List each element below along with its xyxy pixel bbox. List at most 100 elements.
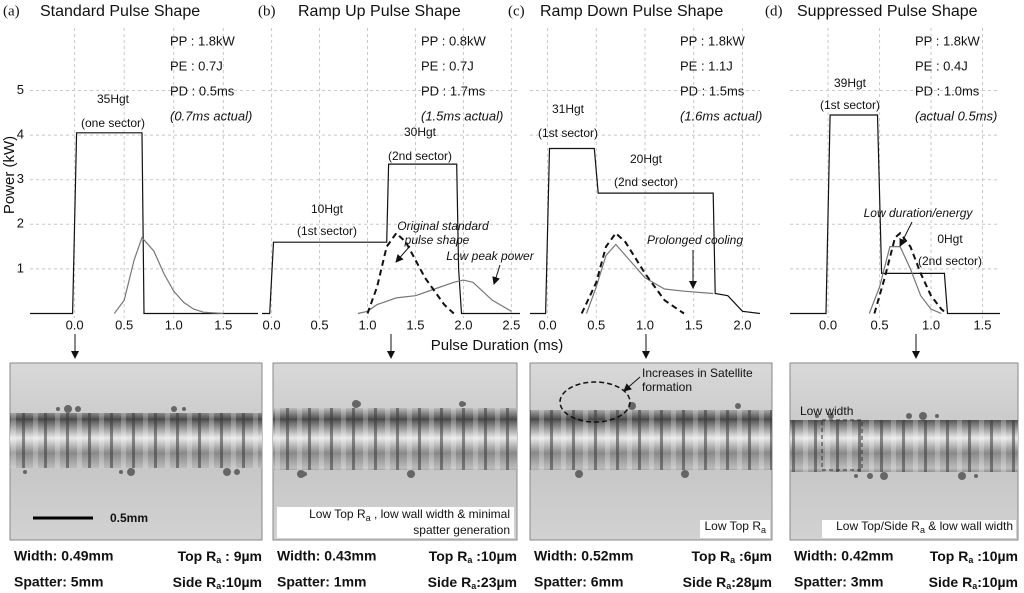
annotation-arrow xyxy=(395,245,411,263)
pulse-line xyxy=(357,279,512,315)
annotation: 39Hgt xyxy=(834,76,867,90)
spatter xyxy=(630,404,634,408)
pulse-parameter: PP : 1.8kW xyxy=(170,33,236,48)
subscript: a xyxy=(467,555,473,565)
spatter xyxy=(683,472,687,476)
x-tick-label: 1.5 xyxy=(973,317,991,332)
spatter xyxy=(75,406,81,412)
text-part: :10µm xyxy=(221,574,262,590)
spatter xyxy=(854,474,858,478)
y-tick-label: 3 xyxy=(17,171,24,186)
measurement: Width: 0.43mm xyxy=(277,548,376,564)
scale-label: 0.5mm xyxy=(110,511,148,525)
spatter xyxy=(64,405,72,413)
chart-title: Suppressed Pulse Shape xyxy=(797,3,978,20)
pulse-parameter: PE : 1.1J xyxy=(680,58,733,73)
text-part: Low Top/Side R xyxy=(836,519,920,533)
y-tick-label: 5 xyxy=(17,82,24,97)
subscript: a xyxy=(366,513,371,523)
text-part: Top R xyxy=(178,548,217,564)
spatter xyxy=(127,468,135,476)
annotation: 0Hgt xyxy=(937,232,963,246)
y-axis-label: Power (kW) xyxy=(1,136,18,214)
spatter xyxy=(234,469,240,475)
spatter xyxy=(815,414,819,418)
pulse-line xyxy=(868,246,942,315)
weld-wall xyxy=(790,420,1018,472)
text-part: , low wall width & minimal xyxy=(371,507,510,521)
text-part: & low wall width xyxy=(925,519,1013,533)
text-part: Top R xyxy=(930,548,969,564)
pulse-line xyxy=(873,231,948,315)
text-part: Top R xyxy=(692,548,731,564)
measurement: Side Ra:28µm xyxy=(683,574,772,592)
pulse-line xyxy=(30,132,258,315)
annotation: 31Hgt xyxy=(552,102,585,116)
spatter xyxy=(935,414,939,418)
annotation: formation xyxy=(642,380,692,394)
x-tick-label: 2.0 xyxy=(454,317,472,332)
caption: Low Top Ra xyxy=(705,519,767,535)
annotation: Low peak power xyxy=(446,249,534,263)
x-tick-label: 1.0 xyxy=(636,317,654,332)
spatter xyxy=(297,470,305,478)
spatter xyxy=(867,473,873,479)
spatter xyxy=(223,468,231,476)
subscript: a xyxy=(920,525,925,535)
text-part: : 9µm xyxy=(221,548,262,564)
annotation: (2nd sector) xyxy=(388,149,452,163)
annotation: (2nd sector) xyxy=(918,254,982,268)
x-tick-label: 2.5 xyxy=(502,317,520,332)
x-tick-label: 1.5 xyxy=(214,317,232,332)
x-tick-label: 0.0 xyxy=(263,317,281,332)
spatter xyxy=(407,472,411,476)
y-tick-label: 1 xyxy=(17,260,24,275)
subscript: a xyxy=(726,581,732,591)
chart-title: Ramp Down Pulse Shape xyxy=(540,3,723,20)
annotation-arrow xyxy=(899,221,913,247)
text-part: Top R xyxy=(429,548,468,564)
chart-title: Ramp Up Pulse Shape xyxy=(298,3,461,20)
caption-box xyxy=(277,507,514,538)
x-tick-label: 0.5 xyxy=(311,317,329,332)
pulse-parameter: PP : 1.8kW xyxy=(915,33,981,48)
annotation: (1st sector) xyxy=(820,98,880,112)
annotation: (1st sector) xyxy=(538,126,598,140)
annotation: Increases in Satellite xyxy=(642,366,753,380)
measurement: Side Ra:10µm xyxy=(173,574,262,592)
x-tick-label: 0.0 xyxy=(66,317,84,332)
text-part: Low Top R xyxy=(309,507,366,521)
pulse-parameter: (actual 0.5ms) xyxy=(915,108,997,123)
subscript: a xyxy=(968,555,974,565)
caption: spatter generation xyxy=(413,523,510,537)
annotation: Low duration/energy xyxy=(864,206,974,220)
text-part: Low Top R xyxy=(705,519,762,533)
annotation-arrow xyxy=(623,376,641,392)
panel-label: (c) xyxy=(508,3,525,19)
spatter xyxy=(119,470,123,474)
subscript: a xyxy=(730,555,736,565)
measurement: Side Ra:23µm xyxy=(428,574,517,592)
spatter xyxy=(459,401,465,407)
text-part: :10µm xyxy=(973,548,1018,564)
annotation: 30Hgt xyxy=(404,125,437,139)
annotation: 10Hgt xyxy=(311,202,344,216)
measurement: Width: 0.49mm xyxy=(14,548,113,564)
subscript: a xyxy=(216,581,222,591)
spatter xyxy=(575,470,583,478)
panel-label: (d) xyxy=(765,3,783,19)
x-tick-label: 1.5 xyxy=(685,317,703,332)
spatter xyxy=(919,412,927,420)
pulse-line xyxy=(585,243,714,314)
spatter xyxy=(906,413,912,419)
text-part: :10µm xyxy=(977,574,1018,590)
annotation-arrow xyxy=(492,264,501,285)
panel-label: (a) xyxy=(3,3,20,19)
pulse-line xyxy=(113,236,224,315)
x-tick-label: 0.5 xyxy=(115,317,133,332)
measurement: Top Ra : 9µm xyxy=(178,548,262,566)
spatter xyxy=(828,413,834,419)
annotation: Original standard xyxy=(397,219,489,233)
pulse-line xyxy=(530,147,761,315)
spatter xyxy=(182,407,186,411)
